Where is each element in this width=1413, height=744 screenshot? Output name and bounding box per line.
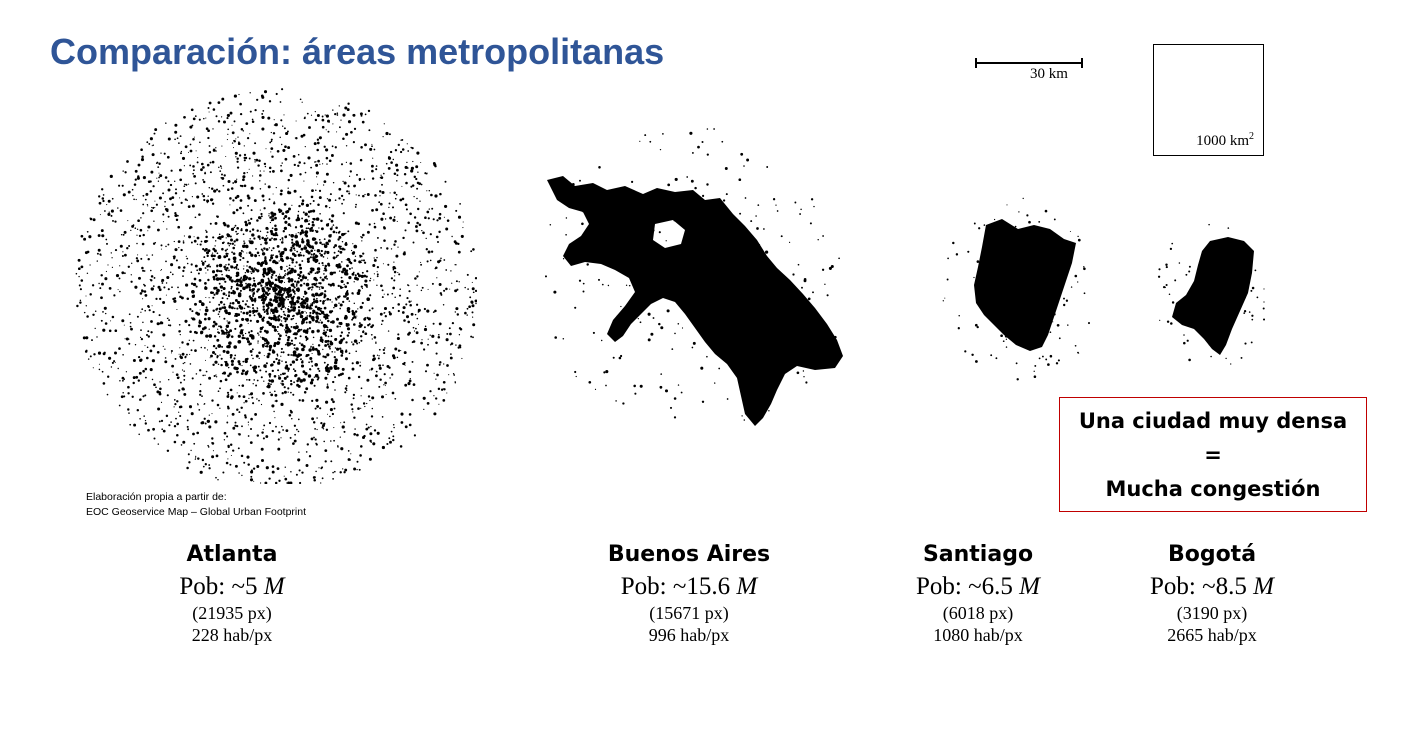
buenos-aires-footprint-svg <box>545 128 843 426</box>
city-population-unit: M <box>736 573 758 600</box>
city-name: Santiago <box>922 542 1034 567</box>
city-population-value: Pob: ~8.5 <box>1150 573 1254 600</box>
city-population: Pob: ~6.5 M <box>858 572 1098 602</box>
bogota-footprint-svg <box>1157 223 1265 365</box>
city-population-value: Pob: ~5 <box>179 573 264 600</box>
scale-bar-right-tick <box>1081 58 1083 68</box>
slide-title: Comparación: áreas metropolitanas <box>50 31 665 72</box>
city-population-unit: M <box>1019 573 1040 600</box>
city-pixel-count: (3190 px) <box>1176 603 1248 623</box>
source-note-line-1: Elaboración propia a partir de: <box>86 491 227 503</box>
city-card-atlanta: Atlanta Pob: ~5 M (21935 px) 228 hab/px <box>112 538 352 646</box>
city-population-value: Pob: ~15.6 <box>620 573 737 600</box>
callout-line-3: Mucha congestión <box>1105 476 1321 501</box>
bogota-footprint-map <box>1150 215 1265 365</box>
buenos-aires-footprint-map <box>545 128 857 433</box>
callout-line-2: = <box>1204 442 1222 467</box>
area-reference-box: 1000 km2 <box>1153 44 1264 156</box>
city-population: Pob: ~15.6 M <box>569 572 809 602</box>
city-card-bogota: Bogotá Pob: ~8.5 M (3190 px) 2665 hab/px <box>1092 538 1332 646</box>
scale-bar-label: 30 km <box>1030 66 1068 82</box>
area-reference-exponent: 2 <box>1249 131 1254 142</box>
city-pixel-count: (21935 px) <box>192 603 272 623</box>
callout-line-1: Una ciudad muy densa <box>1078 408 1348 433</box>
santiago-footprint-svg <box>942 197 1090 381</box>
city-population-unit: M <box>263 573 285 600</box>
area-reference-label: 1000 km2 <box>1196 131 1254 150</box>
atlanta-footprint-map <box>72 84 477 484</box>
source-note-line-2: EOC Geoservice Map – Global Urban Footpr… <box>86 506 307 518</box>
city-pixel-count: (15671 px) <box>649 603 729 623</box>
santiago-footprint-map <box>930 185 1090 385</box>
city-density: 1080 hab/px <box>933 625 1023 645</box>
city-card-buenos-aires: Buenos Aires Pob: ~15.6 M (15671 px) 996… <box>569 538 809 646</box>
atlanta-footprint-svg <box>75 88 477 484</box>
city-density: 996 hab/px <box>648 625 730 645</box>
city-population-unit: M <box>1253 573 1274 600</box>
city-density: 228 hab/px <box>191 625 273 645</box>
scale-bar-line <box>975 62 1081 64</box>
city-pixel-count: (6018 px) <box>942 603 1014 623</box>
area-reference-value: 1000 km <box>1196 133 1249 149</box>
density-callout: Una ciudad muy densa = Mucha congestión <box>1059 397 1367 512</box>
city-population-value: Pob: ~6.5 <box>916 573 1020 600</box>
city-name: Buenos Aires <box>607 542 771 567</box>
city-population: Pob: ~8.5 M <box>1092 572 1332 602</box>
scale-bar: 30 km <box>975 58 1085 88</box>
city-name: Bogotá <box>1167 542 1257 567</box>
city-card-santiago: Santiago Pob: ~6.5 M (6018 px) 1080 hab/… <box>858 538 1098 646</box>
city-population: Pob: ~5 M <box>112 572 352 602</box>
city-name: Atlanta <box>186 542 278 567</box>
city-density: 2665 hab/px <box>1167 625 1257 645</box>
source-note: Elaboración propia a partir de: EOC Geos… <box>86 490 306 520</box>
